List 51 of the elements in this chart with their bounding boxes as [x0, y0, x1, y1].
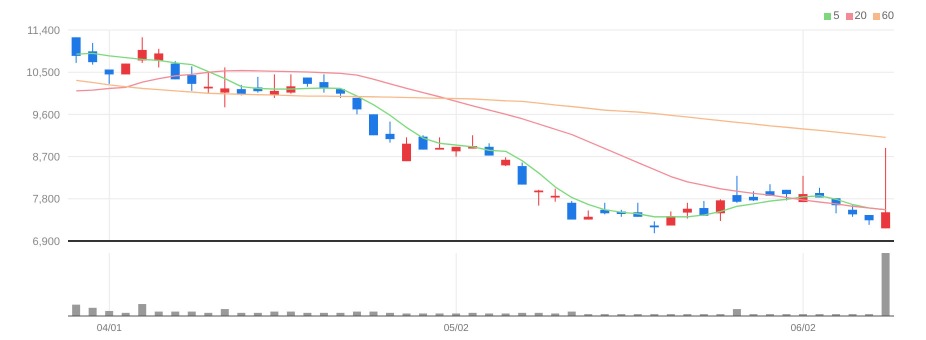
candlestick — [302, 77, 312, 88]
legend-label: 60 — [882, 10, 894, 22]
y-tick-label: 7,800 — [32, 194, 60, 206]
bar — [154, 312, 163, 316]
y-tick-label: 8,700 — [32, 152, 60, 164]
candlestick — [748, 190, 758, 202]
bar — [270, 312, 278, 316]
candlestick — [220, 66, 230, 108]
bar — [882, 253, 890, 316]
bar — [88, 308, 97, 316]
bar — [138, 304, 146, 316]
bar — [220, 309, 229, 316]
legend-label: 20 — [854, 10, 867, 22]
candlestick — [154, 48, 164, 68]
candlestick — [204, 72, 213, 94]
candlestick — [170, 60, 180, 80]
x-tick-label: 06/02 — [790, 323, 816, 334]
bar — [188, 312, 196, 316]
candlestick — [650, 220, 659, 234]
candlestick — [518, 162, 527, 186]
y-tick-label: 11,400 — [27, 24, 60, 37]
bar — [171, 312, 180, 316]
candlestick — [682, 202, 692, 220]
candlestick — [848, 204, 858, 218]
candlestick — [121, 63, 130, 75]
y-tick-label: 10,500 — [26, 67, 60, 80]
candlestick — [864, 214, 874, 226]
candlestick — [368, 114, 378, 136]
bar — [72, 304, 80, 316]
candlestick — [716, 198, 725, 222]
candlestick — [881, 147, 890, 229]
bar — [732, 309, 741, 316]
line-series — [76, 80, 886, 138]
candlestick — [732, 175, 742, 204]
candlestick — [386, 121, 395, 144]
bar — [568, 312, 576, 316]
candlestick — [187, 66, 196, 92]
candlestick — [104, 69, 114, 84]
y-tick-label: 9,600 — [32, 109, 60, 122]
candlestick — [72, 36, 81, 64]
x-tick-label: 05/02 — [444, 323, 470, 334]
candlestick — [534, 189, 544, 206]
y-tick-label: 6,900 — [32, 236, 60, 248]
bar — [352, 312, 361, 316]
x-tick-label: 04/01 — [96, 323, 122, 334]
legend-label: 5 — [833, 10, 840, 22]
candlestick — [567, 200, 576, 220]
candlestick — [352, 97, 362, 115]
bar — [286, 312, 295, 316]
candlestick — [402, 136, 412, 162]
bar — [369, 312, 378, 316]
